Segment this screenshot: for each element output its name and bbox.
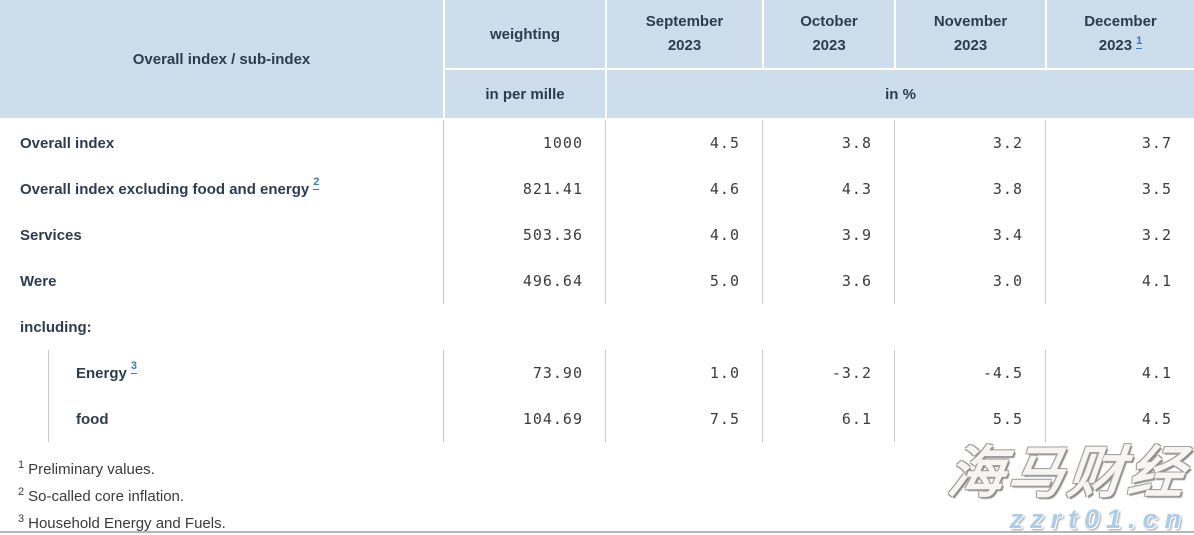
weight-cell: 104.69 [443, 396, 605, 442]
table-row-including: including: [0, 304, 1194, 350]
table-row-goods: Were 496.64 5.0 3.6 3.0 4.1 [0, 258, 1194, 304]
column-header-september: September 2023 [607, 0, 762, 68]
value-cell: 3.2 [1045, 212, 1194, 258]
value-cell: 5.5 [894, 396, 1045, 442]
value-cell: 3.6 [762, 258, 894, 304]
weight-cell: 73.90 [443, 350, 605, 396]
unit-per-mille: in per mille [445, 70, 605, 118]
value-cell: 4.0 [605, 212, 762, 258]
table-row-services: Services 503.36 4.0 3.9 3.4 3.2 [0, 212, 1194, 258]
weight-cell: 1000 [443, 120, 605, 166]
column-header-index: Overall index / sub-index [0, 0, 443, 118]
value-cell: 3.7 [1045, 120, 1194, 166]
weight-cell: 496.64 [443, 258, 605, 304]
value-cell: 4.6 [605, 166, 762, 212]
table-row-food: food 104.69 7.5 6.1 5.5 4.5 [0, 396, 1194, 442]
value-cell: 3.8 [762, 120, 894, 166]
footnote-3: 3 Household Energy and Fuels. [18, 513, 226, 532]
footnote-1: 1 Preliminary values. [18, 459, 155, 478]
table-row-overall-index: Overall index 1000 4.5 3.8 3.2 3.7 [0, 120, 1194, 166]
column-header-weighting: weighting [445, 0, 605, 68]
value-cell: 4.5 [605, 120, 762, 166]
table-row-energy: Energy 3 73.90 1.0 -3.2 -4.5 4.1 [0, 350, 1194, 396]
bottom-divider [0, 531, 1194, 533]
value-cell: 3.8 [894, 166, 1045, 212]
value-cell: 3.0 [894, 258, 1045, 304]
value-cell: 3.9 [762, 212, 894, 258]
footnote-link-2[interactable]: 2 [313, 175, 320, 190]
column-header-october: October 2023 [764, 0, 894, 68]
value-cell: -3.2 [762, 350, 894, 396]
section-label: including: [20, 318, 92, 336]
indent-wrap: food [48, 396, 108, 442]
value-cell: 3.4 [894, 212, 1045, 258]
footnotes: 1 Preliminary values. 2 So-called core inf… [18, 454, 1194, 535]
column-header-november: November 2023 [896, 0, 1045, 68]
table-header: Overall index / sub-index weighting Sept… [0, 0, 1194, 118]
row-label: Services [20, 226, 82, 244]
value-cell: 5.0 [605, 258, 762, 304]
value-cell: -4.5 [894, 350, 1045, 396]
footnote-link-1[interactable]: 1 [1136, 35, 1143, 49]
december-year: 2023 1 [1098, 35, 1143, 54]
value-cell: 3.5 [1045, 166, 1194, 212]
value-cell: 6.1 [762, 396, 894, 442]
row-label: Energy 3 [0, 350, 443, 396]
value-cell: 4.5 [1045, 396, 1194, 442]
weight-cell: 821.41 [443, 166, 605, 212]
footnote-link-3[interactable]: 3 [130, 359, 137, 374]
row-label: Were [20, 272, 57, 290]
value-cell: 1.0 [605, 350, 762, 396]
unit-percent: in % [607, 70, 1194, 118]
table-body: Overall index 1000 4.5 3.8 3.2 3.7 Overa… [0, 120, 1194, 442]
value-cell: 7.5 [605, 396, 762, 442]
value-cell: 4.1 [1045, 350, 1194, 396]
value-cell: 3.2 [894, 120, 1045, 166]
row-label: Overall index [20, 134, 115, 152]
footnote-2: 2 So-called core inflation. [18, 486, 185, 505]
column-header-december: December 2023 1 [1047, 0, 1194, 68]
value-cell: 4.3 [762, 166, 894, 212]
row-label: food [0, 396, 443, 442]
weight-cell: 503.36 [443, 212, 605, 258]
column-header-index-label: Overall index / sub-index [132, 50, 311, 68]
table-row-core-inflation: Overall index excluding food and energy 2… [0, 166, 1194, 212]
value-cell: 4.1 [1045, 258, 1194, 304]
row-label: Overall index excluding food and energy 2 [20, 175, 320, 198]
indent-wrap: Energy 3 [48, 350, 137, 396]
